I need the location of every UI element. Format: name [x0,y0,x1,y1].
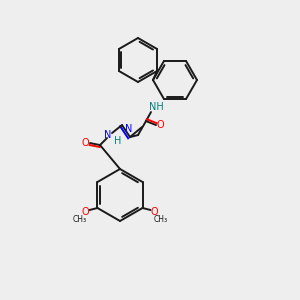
Text: O: O [82,207,89,217]
Text: H: H [114,136,122,146]
Text: O: O [156,120,164,130]
Text: N: N [104,130,112,140]
Text: CH₃: CH₃ [72,215,86,224]
Text: N: N [125,124,133,134]
Text: NH: NH [148,102,164,112]
Text: O: O [151,207,158,217]
Text: O: O [81,138,89,148]
Text: CH₃: CH₃ [154,215,168,224]
